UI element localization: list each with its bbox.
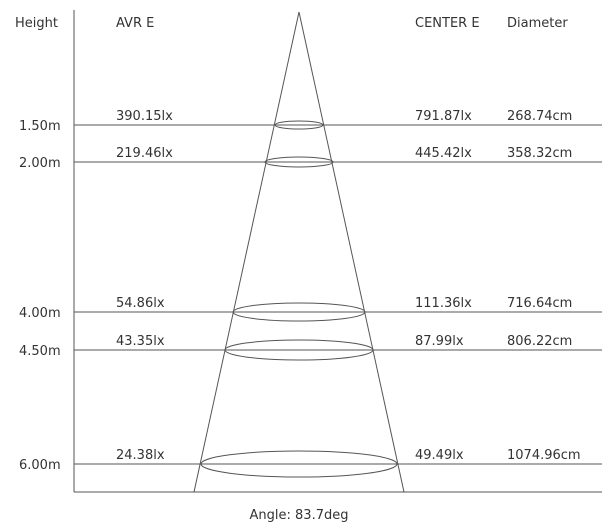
diameter-value: 806.22cm xyxy=(507,334,572,349)
center-e-value: 445.42lx xyxy=(415,146,472,161)
avr-e-value: 24.38lx xyxy=(116,448,165,463)
avr-e-value: 219.46lx xyxy=(116,146,173,161)
avr-e-value: 390.15lx xyxy=(116,109,173,124)
angle-label: Angle: 83.7deg xyxy=(250,508,349,523)
diameter-value: 358.32cm xyxy=(507,146,572,161)
center-e-value: 111.36lx xyxy=(415,296,472,311)
beam-ellipse xyxy=(224,339,374,361)
center-e-header: CENTER E xyxy=(415,16,480,31)
row-2-00m: 2.00m 219.46lx 445.42lx 358.32cm xyxy=(19,146,602,171)
row-6-00m: 6.00m 24.38lx 49.49lx 1074.96cm xyxy=(19,448,602,478)
center-e-value: 791.87lx xyxy=(415,109,472,124)
beam-ellipse xyxy=(274,120,324,130)
beam-ellipse xyxy=(264,156,334,168)
row-4-50m: 4.50m 43.35lx 87.99lx 806.22cm xyxy=(19,334,602,361)
beam-ellipse xyxy=(232,302,366,322)
height-label: 4.00m xyxy=(19,306,61,321)
diameter-value: 1074.96cm xyxy=(507,448,581,463)
height-label: 1.50m xyxy=(19,119,61,134)
beam-ellipse xyxy=(200,450,398,478)
diameter-value: 716.64cm xyxy=(507,296,572,311)
center-e-value: 87.99lx xyxy=(415,334,464,349)
cone-right-edge xyxy=(298,11,405,493)
avr-e-header: AVR E xyxy=(116,16,154,31)
row-1-50m: 1.50m 390.15lx 791.87lx 268.74cm xyxy=(19,109,602,134)
height-label: 2.00m xyxy=(19,156,61,171)
avr-e-value: 54.86lx xyxy=(116,296,165,311)
height-label: 6.00m xyxy=(19,458,61,473)
height-label: 4.50m xyxy=(19,344,61,359)
avr-e-value: 43.35lx xyxy=(116,334,165,349)
row-4-00m: 4.00m 54.86lx 111.36lx 716.64cm xyxy=(19,296,602,322)
height-header: Height xyxy=(15,16,58,31)
diameter-header: Diameter xyxy=(507,16,568,31)
center-e-value: 49.49lx xyxy=(415,448,464,463)
cone-left-edge xyxy=(193,11,300,493)
diameter-value: 268.74cm xyxy=(507,109,572,124)
